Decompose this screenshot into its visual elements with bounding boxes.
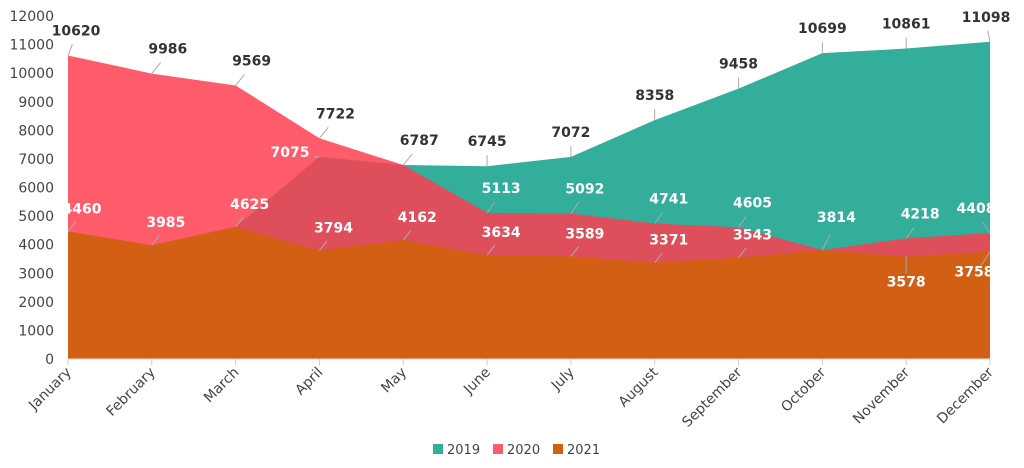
- data-label-2020: 4741: [649, 191, 688, 207]
- legend-swatch: [553, 444, 563, 454]
- data-label-2021: 3758: [955, 265, 994, 281]
- y-tick-label: 11000: [9, 38, 54, 54]
- data-label-2019: 6745: [468, 134, 507, 150]
- data-label-2021: 3578: [887, 275, 926, 291]
- data-label-2021: 4162: [398, 210, 437, 226]
- x-tick-label: April: [292, 365, 326, 399]
- label-leader-line: [738, 216, 747, 228]
- label-leader-line: [151, 234, 160, 246]
- x-tick-label: June: [460, 365, 494, 399]
- label-leader-line: [67, 221, 77, 232]
- x-tick-label: August: [616, 364, 662, 410]
- data-label-2020: 6787: [400, 133, 439, 149]
- label-leader-line: [402, 229, 412, 241]
- data-label-2019: 7075: [270, 145, 309, 161]
- y-tick-label: 6000: [18, 181, 54, 197]
- label-leader-line: [654, 252, 663, 263]
- data-label-2021: 4460: [63, 202, 102, 218]
- label-leader-line: [67, 44, 73, 56]
- data-label-2021: 3589: [565, 226, 604, 242]
- data-label-2020: 5092: [565, 181, 604, 197]
- label-leader-line: [319, 240, 328, 251]
- y-tick-label: 8000: [18, 123, 54, 139]
- data-label-2019: 10699: [798, 21, 847, 37]
- data-label-2020: 5113: [482, 181, 521, 197]
- data-label-2021: 3794: [314, 221, 353, 237]
- legend-item-2021: 2021: [553, 443, 600, 458]
- data-label-2019: 11098: [962, 10, 1011, 26]
- x-tick-label: February: [103, 365, 158, 420]
- data-label-2020: 4408: [957, 201, 996, 217]
- area-series-2021: [68, 226, 990, 359]
- data-label-2021: 3543: [733, 228, 772, 244]
- y-tick-label: 4000: [18, 238, 54, 254]
- data-label-2020: 3814: [817, 210, 856, 226]
- x-tick-label: May: [378, 365, 410, 397]
- x-tick-label: November: [850, 364, 913, 427]
- label-leader-line: [821, 234, 831, 251]
- data-label-2020: 9986: [148, 42, 187, 58]
- data-label-2019: 9458: [719, 57, 758, 73]
- legend-label: 2020: [507, 443, 540, 458]
- label-leader-line: [235, 216, 244, 228]
- label-leader-line: [980, 251, 991, 266]
- label-leader-line: [570, 202, 580, 214]
- x-tick-label: July: [548, 365, 578, 395]
- label-leader-line: [235, 74, 245, 86]
- label-leader-line: [905, 227, 915, 239]
- label-leader-line: [151, 62, 162, 74]
- y-tick-label: 9000: [18, 95, 54, 111]
- label-leader-line: [486, 244, 496, 256]
- y-tick-label: 10000: [9, 66, 54, 82]
- x-tick-label: March: [201, 365, 242, 406]
- legend-swatch: [433, 444, 443, 454]
- legend-item-2020: 2020: [493, 443, 540, 458]
- y-tick-label: 3000: [18, 266, 54, 282]
- x-tick-label: December: [934, 364, 997, 427]
- y-tick-label: 12000: [9, 9, 54, 25]
- x-tick-label: September: [679, 364, 745, 430]
- data-label-2020: 4605: [733, 195, 772, 211]
- label-leader-line: [987, 30, 991, 42]
- label-leader-line: [570, 246, 580, 257]
- legend-swatch: [493, 444, 503, 454]
- legend-label: 2021: [567, 443, 600, 458]
- legend-item-2019: 2019: [433, 443, 480, 458]
- y-tick-label: 1000: [18, 323, 54, 339]
- data-label-2021: 4625: [230, 197, 269, 213]
- y-tick-label: 2000: [18, 295, 54, 311]
- data-label-2019: 7072: [551, 125, 590, 141]
- data-label-2020: 7722: [316, 106, 355, 122]
- data-label-2020: 9569: [232, 53, 271, 69]
- data-label-2019: 10861: [882, 17, 931, 33]
- label-leader-line: [654, 212, 663, 224]
- legend-label: 2019: [447, 443, 480, 458]
- label-leader-line: [981, 221, 991, 234]
- x-tick-label: October: [778, 364, 829, 415]
- data-label-2021: 3371: [649, 233, 688, 249]
- y-tick-label: 7000: [18, 152, 54, 168]
- data-label-2020: 4218: [901, 206, 940, 222]
- y-tick-label: 0: [45, 352, 54, 368]
- label-leader-line: [738, 247, 747, 259]
- data-label-2020: 10620: [52, 23, 101, 39]
- data-label-2021: 3985: [146, 215, 185, 231]
- label-leader-line: [319, 126, 329, 139]
- y-tick-label: 5000: [18, 209, 54, 225]
- data-label-2019: 8358: [635, 88, 674, 104]
- x-tick-label: January: [25, 365, 75, 415]
- label-leader-line: [402, 153, 413, 166]
- label-leader-line: [486, 201, 496, 214]
- data-label-2021: 3634: [482, 225, 521, 241]
